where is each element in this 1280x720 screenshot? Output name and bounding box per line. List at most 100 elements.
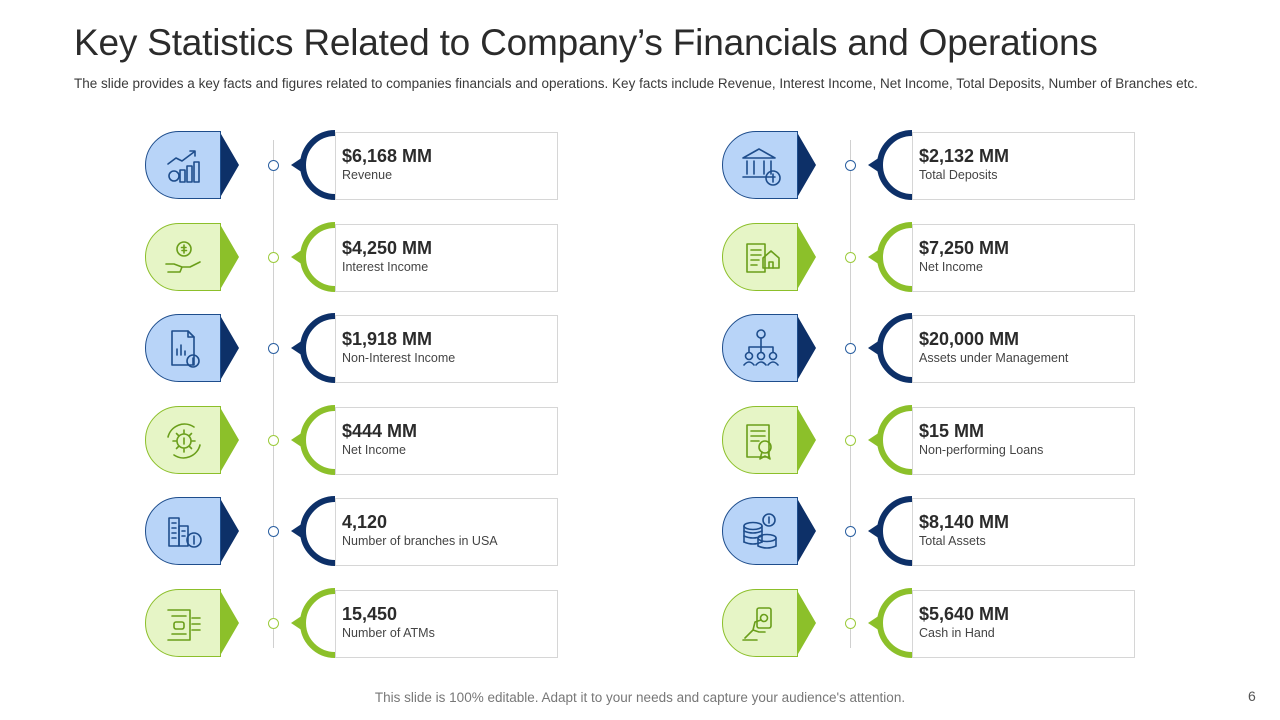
receipt-house-icon: [746, 243, 780, 273]
timeline-dot: [845, 343, 856, 354]
loan-document-icon: [746, 424, 772, 460]
stat-value: 4,120: [342, 512, 388, 532]
stat-label: Revenue: [342, 168, 393, 182]
stat-row: $4,250 MM Interest Income: [145, 222, 565, 292]
stat-card: $5,640 MM Cash in Hand: [912, 590, 1135, 658]
badge-pointer: [798, 134, 816, 196]
timeline-dot: [268, 160, 279, 171]
stat-card: 4,120 Number of branches in USA: [335, 498, 558, 566]
badge-pointer: [798, 317, 816, 379]
stat-row: $8,140 MM Total Assets: [722, 496, 1142, 566]
stat-row: $5,640 MM Cash in Hand: [722, 588, 1142, 658]
icon-badge: [722, 314, 798, 382]
bracket-arc: [868, 130, 913, 200]
icon-badge: [722, 223, 798, 291]
badge-pointer: [798, 409, 816, 471]
bracket-arc: [291, 130, 336, 200]
stat-label: Number of branches in USA: [342, 534, 498, 548]
badge-pointer: [221, 226, 239, 288]
org-hierarchy-icon: [743, 329, 779, 366]
icon-badge: [145, 589, 221, 657]
timeline-dot: [845, 526, 856, 537]
stat-value: $8,140 MM: [919, 512, 1010, 532]
bracket-arc: [291, 222, 336, 292]
timeline-dot: [268, 526, 279, 537]
financial-report-icon: [171, 330, 200, 368]
timeline-dot: [268, 343, 279, 354]
stat-row: 15,450 Number of ATMs: [145, 588, 565, 658]
stat-label: Net Income: [919, 260, 983, 274]
icon-badge: [722, 406, 798, 474]
stat-card: $2,132 MM Total Deposits: [912, 132, 1135, 200]
icon-badge: [722, 589, 798, 657]
stat-label: Assets under Management: [919, 351, 1069, 365]
icon-badge: [145, 497, 221, 565]
atm-card-icon: [167, 609, 201, 641]
timeline-dot: [268, 252, 279, 263]
stat-label: Interest Income: [342, 260, 429, 274]
timeline-dot: [268, 618, 279, 629]
stat-card: $8,140 MM Total Assets: [912, 498, 1135, 566]
bracket-arc: [868, 496, 913, 566]
icon-badge: [145, 314, 221, 382]
stat-row: $20,000 MM Assets under Management: [722, 313, 1142, 383]
right-stats-column: $2,132 MM Total Deposits $7,250 MM Net Inco…: [722, 130, 1142, 660]
stat-value: $4,250 MM: [342, 238, 433, 258]
stat-value: $1,918 MM: [342, 329, 433, 349]
revenue-growth-icon: [167, 150, 200, 183]
stat-value: $6,168 MM: [342, 146, 433, 166]
stat-row: $2,132 MM Total Deposits: [722, 130, 1142, 200]
bracket-arc: [868, 313, 913, 383]
badge-pointer: [221, 134, 239, 196]
slide-subtitle: The slide provides a key facts and figur…: [74, 76, 1198, 91]
icon-badge: [145, 406, 221, 474]
bracket-arc: [868, 588, 913, 658]
stat-row: $7,250 MM Net Income: [722, 222, 1142, 292]
left-stats-column: $6,168 MM Revenue $4,250 MM Interest Income…: [145, 130, 565, 660]
stat-card: $444 MM Net Income: [335, 407, 558, 475]
stat-value: $20,000 MM: [919, 329, 1020, 349]
badge-pointer: [798, 500, 816, 562]
stat-value: $2,132 MM: [919, 146, 1010, 166]
stat-row: $15 MM Non-performing Loans: [722, 405, 1142, 475]
stat-label: Non-performing Loans: [919, 443, 1044, 457]
bracket-arc: [291, 313, 336, 383]
stat-value: $444 MM: [342, 421, 418, 441]
badge-pointer: [221, 409, 239, 471]
stat-card: 15,450 Number of ATMs: [335, 590, 558, 658]
stat-value: $7,250 MM: [919, 238, 1010, 258]
stat-value: 15,450: [342, 604, 398, 624]
bracket-arc: [868, 405, 913, 475]
stat-label: Total Assets: [919, 534, 986, 548]
stat-card: $1,918 MM Non-Interest Income: [335, 315, 558, 383]
stat-value: $5,640 MM: [919, 604, 1010, 624]
stat-value: $15 MM: [919, 421, 985, 441]
badge-pointer: [221, 317, 239, 379]
icon-badge: [722, 131, 798, 199]
footer-note: This slide is 100% editable. Adapt it to…: [374, 690, 906, 705]
stat-label: Total Deposits: [919, 168, 998, 182]
page-number: 6: [1248, 688, 1256, 704]
gear-dollar-cycle-icon: [167, 423, 201, 459]
slide-title: Key Statistics Related to Company’s Fina…: [74, 22, 1098, 63]
timeline-dot: [845, 435, 856, 446]
hand-coin-icon: [165, 241, 201, 273]
bracket-arc: [291, 496, 336, 566]
bracket-arc: [291, 588, 336, 658]
hand-cash-icon: [742, 607, 772, 641]
stat-card: $15 MM Non-performing Loans: [912, 407, 1135, 475]
timeline-dot: [845, 618, 856, 629]
badge-pointer: [798, 226, 816, 288]
timeline-dot: [845, 252, 856, 263]
stat-row: $444 MM Net Income: [145, 405, 565, 475]
badge-pointer: [221, 500, 239, 562]
bracket-arc: [291, 405, 336, 475]
timeline-dot: [268, 435, 279, 446]
icon-badge: [145, 131, 221, 199]
buildings-dollar-icon: [168, 517, 202, 548]
stat-card: $6,168 MM Revenue: [335, 132, 558, 200]
stat-row: $1,918 MM Non-Interest Income: [145, 313, 565, 383]
icon-badge: [722, 497, 798, 565]
stat-label: Cash in Hand: [919, 626, 995, 640]
stat-label: Non-Interest Income: [342, 351, 456, 365]
